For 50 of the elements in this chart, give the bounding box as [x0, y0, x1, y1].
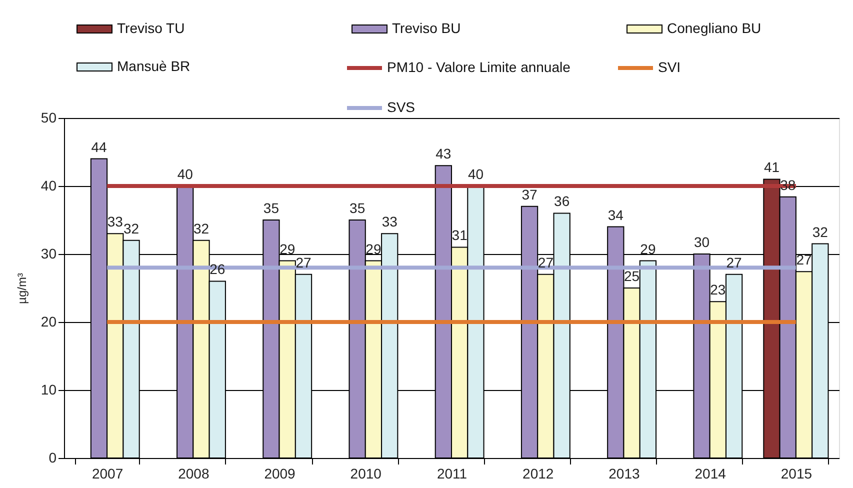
data-label: 29 — [640, 240, 656, 257]
x-tick-label: 2010 — [350, 466, 382, 482]
y-tick-label: 0 — [48, 450, 57, 466]
data-label: 30 — [694, 234, 710, 250]
data-label: 40 — [468, 166, 484, 182]
data-label: 41 — [764, 159, 780, 176]
x-tick-label: 2015 — [780, 466, 812, 482]
y-tick-label: 20 — [40, 314, 57, 330]
y-tick-label: 50 — [40, 110, 57, 126]
y-tick-label: 40 — [40, 178, 57, 194]
data-label: 44 — [91, 138, 107, 155]
data-label: 29 — [280, 240, 296, 257]
data-label: 37 — [522, 186, 538, 202]
data-label: 33 — [382, 214, 398, 230]
data-label: 31 — [452, 227, 468, 244]
legend-label: Conegliano BU — [667, 20, 762, 36]
y-tick-label: 30 — [40, 246, 57, 262]
x-tick-label: 2007 — [92, 466, 124, 482]
data-label: 43 — [436, 146, 452, 162]
x-tick-label: 2011 — [436, 466, 468, 482]
data-label: 25 — [624, 268, 640, 284]
data-label: 36 — [554, 193, 570, 210]
data-label: 32 — [812, 224, 828, 240]
y-tick-label: 10 — [40, 382, 57, 398]
x-tick-label: 2012 — [522, 466, 554, 482]
x-tick-label: 2009 — [264, 466, 296, 482]
data-label: 35 — [263, 200, 280, 216]
data-label: 33 — [107, 214, 124, 230]
data-label: 23 — [710, 282, 726, 298]
legend-label: Treviso TU — [117, 20, 185, 36]
data-label: 26 — [210, 261, 226, 278]
data-label: 35 — [350, 200, 366, 216]
data-label: 32 — [193, 220, 210, 236]
y-axis-title: µg/m³ — [14, 273, 29, 304]
legend-label: Mansuè BR — [117, 58, 190, 74]
data-label: 27 — [726, 254, 742, 270]
data-label: 40 — [177, 166, 194, 182]
data-label: 27 — [796, 252, 812, 268]
data-label: 32 — [123, 220, 140, 236]
data-label: 29 — [366, 240, 382, 257]
legend-label: PM10 - Valore Limite annuale — [387, 59, 571, 75]
legend-label: SVS — [387, 99, 416, 115]
legend-label: SVI — [658, 59, 681, 75]
x-tick-label: 2013 — [608, 466, 640, 482]
x-tick-label: 2014 — [694, 466, 726, 482]
data-label: 34 — [608, 206, 624, 223]
data-label: 27 — [296, 254, 312, 270]
legend-label: Treviso BU — [392, 20, 461, 36]
data-label: 27 — [538, 254, 554, 270]
x-tick-label: 2008 — [178, 466, 210, 482]
